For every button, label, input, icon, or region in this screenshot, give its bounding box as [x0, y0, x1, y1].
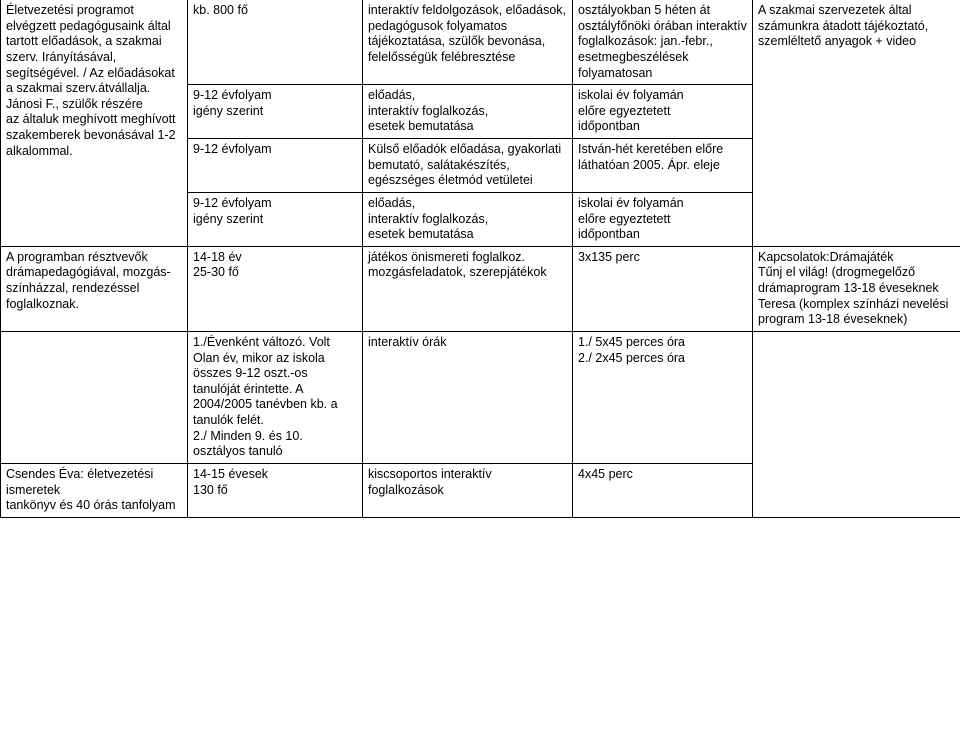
- cell-method: interaktív órák: [363, 331, 573, 463]
- cell-method: Külső előadók előadása, gyakorlati bemut…: [363, 139, 573, 193]
- cell-participants: 14-15 évesek130 fő: [188, 463, 363, 517]
- cell-method: kiscsoportos interaktív foglalkozások: [363, 463, 573, 517]
- cell-description: Életvezetési programot elvégzett pedagóg…: [1, 0, 188, 246]
- cell-method: játékos önismereti foglalkoz. mozgásfela…: [363, 246, 573, 331]
- cell-timing: 1./ 5x45 perces óra2./ 2x45 perces óra: [573, 331, 753, 463]
- program-table: Életvezetési programot elvégzett pedagóg…: [0, 0, 960, 518]
- cell-description: [1, 331, 188, 463]
- cell-timing: István-hét keretében előre láthatóan 200…: [573, 139, 753, 193]
- cell-notes: Kapcsolatok:DrámajátékTűnj el világ! (dr…: [753, 246, 960, 331]
- cell-method: előadás,interaktív foglalkozás,esetek be…: [363, 85, 573, 139]
- cell-participants: 9-12 évfolyam: [188, 139, 363, 193]
- cell-participants: 1./Évenként változó. Volt Olan év, mikor…: [188, 331, 363, 463]
- table-row: 1./Évenként változó. Volt Olan év, mikor…: [1, 331, 960, 463]
- cell-description: A programban résztvevők drámapedagógiáva…: [1, 246, 188, 331]
- page: Életvezetési programot elvégzett pedagóg…: [0, 0, 960, 518]
- cell-timing: iskolai év folyamánelőre egyeztetettidőp…: [573, 85, 753, 139]
- cell-timing: 4x45 perc: [573, 463, 753, 517]
- cell-participants: kb. 800 fő: [188, 0, 363, 85]
- cell-timing: 3x135 perc: [573, 246, 753, 331]
- cell-method: interaktív feldolgozások, előadások, ped…: [363, 0, 573, 85]
- table-row: Életvezetési programot elvégzett pedagóg…: [1, 0, 960, 85]
- cell-timing: osztályokban 5 héten át osztályfőnöki ór…: [573, 0, 753, 85]
- cell-participants: 14-18 év25-30 fő: [188, 246, 363, 331]
- table-row: A programban résztvevők drámapedagógiáva…: [1, 246, 960, 331]
- cell-notes: A szakmai szervezetek által számunkra át…: [753, 0, 960, 246]
- cell-description: Csendes Éva: életvezetési ismeretektankö…: [1, 463, 188, 517]
- cell-notes: [753, 331, 960, 517]
- cell-method: előadás,interaktív foglalkozás,esetek be…: [363, 192, 573, 246]
- cell-timing: iskolai év folyamánelőre egyeztetettidőp…: [573, 192, 753, 246]
- cell-participants: 9-12 évfolyamigény szerint: [188, 85, 363, 139]
- cell-participants: 9-12 évfolyamigény szerint: [188, 192, 363, 246]
